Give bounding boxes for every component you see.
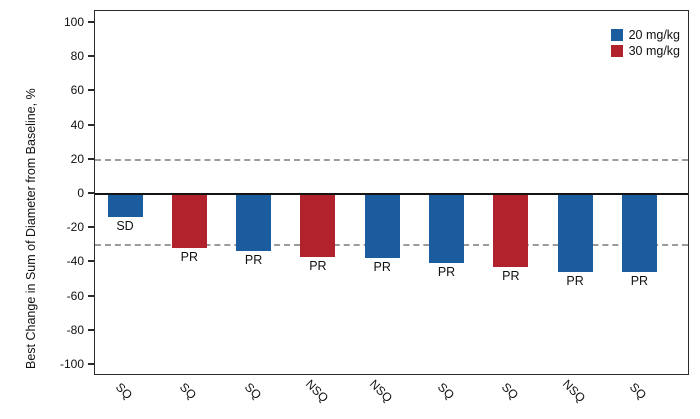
- x-tick-label: SQ: [434, 379, 457, 403]
- legend-swatch-20mgkg-icon: [610, 29, 623, 41]
- y-tick-mark: [88, 294, 94, 297]
- y-tick-label: 40: [70, 117, 84, 132]
- zero-baseline: [95, 193, 688, 195]
- bar-response-label: PR: [180, 250, 198, 264]
- plot-area: 20 mg/kg 30 mg/kg SD PR PR PR PR PR PR PR PR: [94, 10, 689, 375]
- y-axis-title: Best Change in Sum of Diameter from Base…: [24, 88, 38, 369]
- bar-response-label: SD: [116, 219, 134, 234]
- bar-response-label: PR: [630, 273, 649, 288]
- bar-patient-7: [493, 195, 529, 267]
- bar-patient-2: [171, 195, 207, 248]
- reference-line-20: [95, 158, 688, 161]
- y-tick-mark: [88, 192, 94, 194]
- x-tick-label: NSQ: [302, 376, 332, 406]
- bar-response-label: PR: [502, 268, 520, 283]
- bar-response-label: PR: [437, 265, 456, 280]
- y-tick-label: -40: [66, 254, 84, 269]
- y-tick-label: 20: [70, 151, 84, 166]
- x-tick-label: NSQ: [367, 376, 396, 406]
- y-tick-label: -80: [66, 322, 84, 337]
- x-tick-label: SQ: [241, 379, 264, 403]
- bar-response-label: PR: [309, 258, 327, 273]
- y-tick-mark: [88, 21, 94, 23]
- bar-response-label: PR: [566, 273, 584, 288]
- bar-patient-9: [621, 195, 657, 272]
- x-tick-label: SQ: [498, 379, 521, 403]
- x-tick-label: SQ: [177, 379, 200, 403]
- bar-patient-5: [364, 195, 400, 259]
- bar-patient-1: [107, 195, 143, 218]
- y-tick-mark: [88, 123, 94, 126]
- bar-response-label: PR: [373, 260, 391, 275]
- bar-patient-4: [300, 195, 336, 257]
- y-tick-label: 80: [70, 49, 84, 64]
- bar-patient-6: [429, 195, 464, 264]
- y-tick-label: 100: [63, 15, 84, 29]
- y-tick-mark: [88, 55, 94, 58]
- y-tick-mark: [88, 260, 94, 263]
- legend: 20 mg/kg 30 mg/kg: [610, 27, 680, 59]
- y-tick-label: -60: [66, 288, 84, 303]
- y-tick-label: 0: [77, 186, 84, 200]
- y-tick-label: -100: [59, 357, 84, 371]
- bar-patient-3: [236, 195, 272, 252]
- y-tick-mark: [88, 89, 94, 92]
- legend-item-30mgkg: 30 mg/kg: [610, 43, 680, 59]
- bar-patient-8: [557, 195, 593, 272]
- legend-item-20mgkg: 20 mg/kg: [610, 27, 680, 43]
- x-tick-label: SQ: [112, 379, 136, 403]
- y-tick-label: -20: [66, 220, 84, 235]
- y-tick-mark: [88, 328, 94, 331]
- x-tick-label: NSQ: [559, 376, 589, 406]
- bar-response-label: PR: [244, 253, 263, 268]
- x-tick-label: SQ: [627, 379, 650, 403]
- y-tick-label: 60: [70, 83, 84, 98]
- legend-label-20mgkg: 20 mg/kg: [628, 28, 680, 42]
- legend-label-30mgkg: 30 mg/kg: [628, 44, 680, 58]
- y-tick-mark: [88, 157, 94, 160]
- y-tick-mark: [88, 226, 94, 229]
- y-tick-mark: [88, 363, 94, 365]
- legend-swatch-30mgkg-icon: [610, 45, 623, 57]
